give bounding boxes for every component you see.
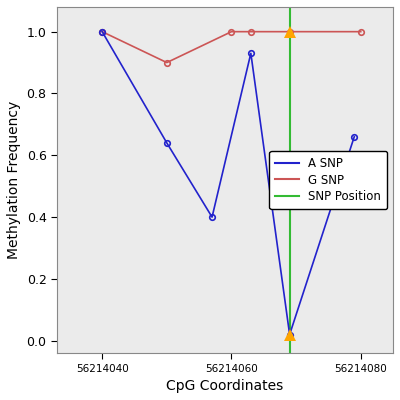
A SNP [248, 51, 253, 56]
A SNP [210, 215, 214, 220]
A SNP [352, 134, 357, 139]
G SNP [287, 29, 292, 34]
A SNP [164, 140, 169, 145]
Line: A SNP: A SNP [99, 29, 357, 337]
X-axis label: CpG Coordinates: CpG Coordinates [166, 379, 284, 393]
A SNP [100, 29, 104, 34]
G SNP [248, 29, 253, 34]
G SNP [164, 60, 169, 65]
G SNP [100, 29, 104, 34]
Y-axis label: Methylation Frequency: Methylation Frequency [7, 101, 21, 259]
Line: G SNP: G SNP [99, 29, 364, 65]
G SNP [358, 29, 363, 34]
G SNP [229, 29, 234, 34]
A SNP [287, 332, 292, 337]
Legend: A SNP, G SNP, SNP Position: A SNP, G SNP, SNP Position [270, 151, 387, 209]
